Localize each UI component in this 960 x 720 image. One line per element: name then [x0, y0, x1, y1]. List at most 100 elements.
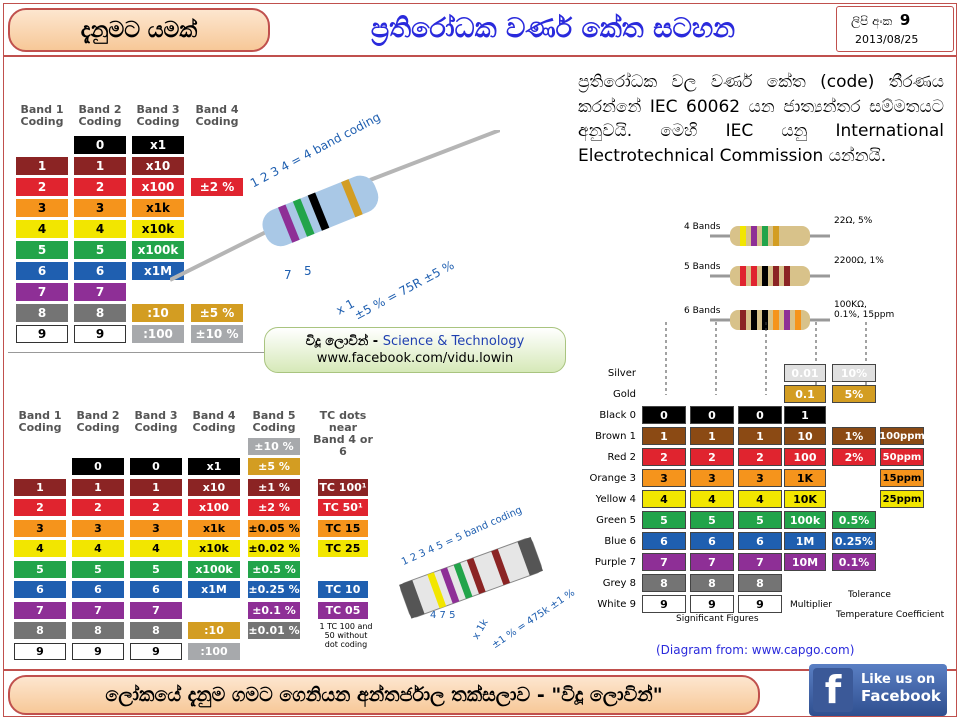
top-table-cell: :100 [132, 325, 184, 343]
diagram-digit-cell: 8 [642, 574, 686, 592]
diagram-digit-cell: 3 [690, 469, 734, 487]
issue-number: 9 [899, 11, 911, 29]
bottom-table-cell: 7 [130, 601, 182, 619]
top-table-cell: x1 [132, 136, 184, 154]
diagram-tempco-cell: 15ppm [880, 469, 924, 487]
top-table-cell: ±5 % [191, 304, 243, 322]
bottom-table-cell: TC 50¹ [318, 499, 368, 516]
diagram-resistor-band [740, 310, 746, 330]
bottom-table-cell: ±1 % [248, 478, 300, 496]
credit-facebook-link[interactable]: www.facebook.com/vidu.lowin [316, 351, 514, 366]
bottom-table-cell: 6 [130, 581, 182, 598]
facebook-like-button[interactable]: f Like us on Facebook [809, 664, 947, 716]
bottom-table-header: Band 5 Coding [252, 409, 296, 434]
bottom-table-cell: 5 [72, 560, 124, 578]
diagram-caption-multiplier: Multiplier [790, 600, 832, 610]
diagram-resistor-band [762, 226, 768, 246]
diagram-digit-cell: 3 [642, 469, 686, 487]
bottom-table-cell: 9 [14, 642, 66, 660]
top-table-header: Band 2 Coding [78, 103, 122, 128]
diagram-digit-cell: 8 [738, 574, 782, 592]
annotation-5: 5 [304, 264, 312, 278]
bottom-table-cell: 3 [130, 519, 182, 537]
diagram-resistor-band [762, 266, 768, 286]
diagram-digit-cell: 3 [738, 469, 782, 487]
top-table-cell: x100 [132, 178, 184, 196]
diagram-tolerance-cell: 1% [832, 427, 876, 445]
bottom-table-cell: ±0.02 % [248, 540, 300, 557]
top-table-cell: 5 [16, 241, 68, 259]
diagram-tolerance-cell: 0.1% [832, 553, 876, 571]
diagram-digit-cell: 9 [690, 595, 734, 613]
credit-line1: විදූ ලොවින් - Science & Technology [305, 334, 525, 349]
bottom-table-cell: ±0.1 % [248, 601, 300, 619]
diagram-digit-cell: 1 [738, 427, 782, 445]
footer-divider [4, 669, 956, 671]
bottom-table-cell: 2 [72, 499, 124, 516]
header-divider [4, 55, 956, 57]
diagram-digit-cell: 0 [738, 406, 782, 424]
bottom-table-cell: 0 [130, 458, 182, 475]
bottom-table-header: Band 1 Coding [18, 409, 62, 434]
bottom-table-cell: x10k [188, 540, 240, 557]
top-table-header: Band 1 Coding [20, 103, 64, 128]
issue-date: 2013/08/25 [855, 33, 919, 46]
bottom-table-cell: TC 10 [318, 581, 368, 598]
diagram-resistor-band [751, 310, 757, 330]
top-table-cell: 0 [74, 136, 126, 154]
diagram-digit-cell: 8 [690, 574, 734, 592]
bottom-table-header: Band 2 Coding [76, 409, 120, 434]
bottom-table-cell: 7 [14, 601, 66, 619]
top-table-cell: 6 [74, 262, 126, 280]
bottom-table-cell: TC 25 [318, 540, 368, 557]
issue-label: ලිපි අංක 9 [851, 11, 911, 29]
top-table-cell: 7 [74, 283, 126, 301]
top-table-cell: x1M [132, 262, 184, 280]
bottom-tc-note: 1 TC 100 and 50 without dot coding [319, 622, 373, 649]
bottom-table-cell: x1M [188, 581, 240, 598]
bottom-band5-gold: ±5 % [248, 458, 300, 475]
diagram-resistor-body [730, 226, 810, 246]
diagram-band-label: 5 Bands [684, 262, 721, 272]
resistor-5band-illustration [399, 536, 543, 619]
bottom-table-cell: 6 [72, 581, 124, 598]
diagram-tolerance-cell: 2% [832, 448, 876, 466]
bottom-table-cell: ±0.01 % [248, 622, 300, 639]
footer-banner: ලෝකයේ දැනුම ගමට ගෙනියන අන්තර්ජාල තක්සලාව… [8, 675, 760, 715]
diagram-resistor-band [740, 266, 746, 286]
diagram-resistor-band [762, 310, 768, 330]
diagram-caption-tolerance: Tolerance [848, 590, 891, 600]
top-table-header: Band 4 Coding [195, 103, 239, 128]
bottom-table-cell: 9 [72, 642, 124, 660]
diagram-digit-cell: 0 [690, 406, 734, 424]
bottom-table-cell: ±2 % [248, 499, 300, 516]
diagram-caption-significant: Significant Figures [676, 614, 759, 624]
diagram-row-label: Blue 6 [604, 536, 636, 547]
bottom-table-cell: x1k [188, 519, 240, 537]
diagram-digit-cell: 2 [690, 448, 734, 466]
diagram-digit-cell: 5 [642, 511, 686, 529]
diagram-digit-cell: 0 [642, 406, 686, 424]
diagram-caption-tempco: Temperature Coefficient [836, 610, 945, 620]
bottom-table-cell: 9 [130, 642, 182, 660]
diagram-multiplier-cell: 10 [784, 427, 826, 445]
diagram-tolerance-cell: 5% [832, 385, 876, 403]
bottom-table-cell: :10 [188, 622, 240, 639]
diagram-lines [665, 226, 867, 395]
page-frame [3, 3, 957, 717]
bottom-band5-silver: ±10 % [248, 438, 300, 455]
top-table-cell: x10k [132, 220, 184, 238]
header-badge: දැනුමට යමක් [8, 8, 270, 52]
bottom-table-cell: 5 [14, 560, 66, 578]
diagram-digit-cell: 6 [642, 532, 686, 550]
bottom-table-cell: x10 [188, 478, 240, 496]
top-table-cell: 4 [16, 220, 68, 238]
diagram-multiplier-cell: 0.01 [784, 364, 826, 382]
bottom-table-cell: 3 [14, 519, 66, 537]
top-table-cell: 9 [16, 325, 68, 343]
top-table-cell: 3 [74, 199, 126, 217]
top-table-cell: ±10 % [191, 325, 243, 343]
diagram-row-label: Yellow 4 [595, 494, 636, 505]
top-table-cell: x100k [132, 241, 184, 259]
diagram-row-label: Green 5 [596, 515, 636, 526]
